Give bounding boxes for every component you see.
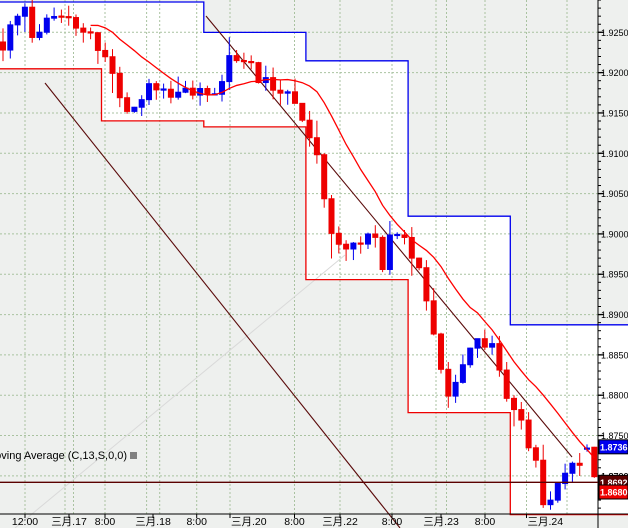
svg-text:8:00: 8:00 [382,516,403,528]
svg-text:8:00: 8:00 [475,516,496,528]
svg-text:1.8900: 1.8900 [601,310,628,320]
svg-text:1.9250: 1.9250 [601,28,628,38]
svg-text:三月.24: 三月.24 [528,516,564,528]
svg-text:1.9200: 1.9200 [601,68,628,78]
svg-text:三月.23: 三月.23 [423,516,459,528]
svg-text:8:00: 8:00 [284,516,305,528]
svg-text:8:00: 8:00 [186,516,207,528]
svg-text:1.8800: 1.8800 [601,391,628,401]
svg-text:1.8950: 1.8950 [601,270,628,280]
svg-text:1.9050: 1.9050 [601,189,628,199]
svg-text:12:00: 12:00 [12,516,38,528]
svg-text:1.8736: 1.8736 [600,442,628,452]
svg-text:1.9000: 1.9000 [601,229,628,239]
svg-text:8:00: 8:00 [95,516,116,528]
svg-text:1.9100: 1.9100 [601,149,628,159]
svg-text:三月.20: 三月.20 [231,516,267,528]
svg-text:1.8680: 1.8680 [600,487,628,497]
svg-text:三月.18: 三月.18 [135,516,171,528]
svg-text:三月.22: 三月.22 [322,516,358,528]
svg-text:三月.17: 三月.17 [51,516,87,528]
svg-text:1.9150: 1.9150 [601,108,628,118]
svg-text:1.8850: 1.8850 [601,350,628,360]
